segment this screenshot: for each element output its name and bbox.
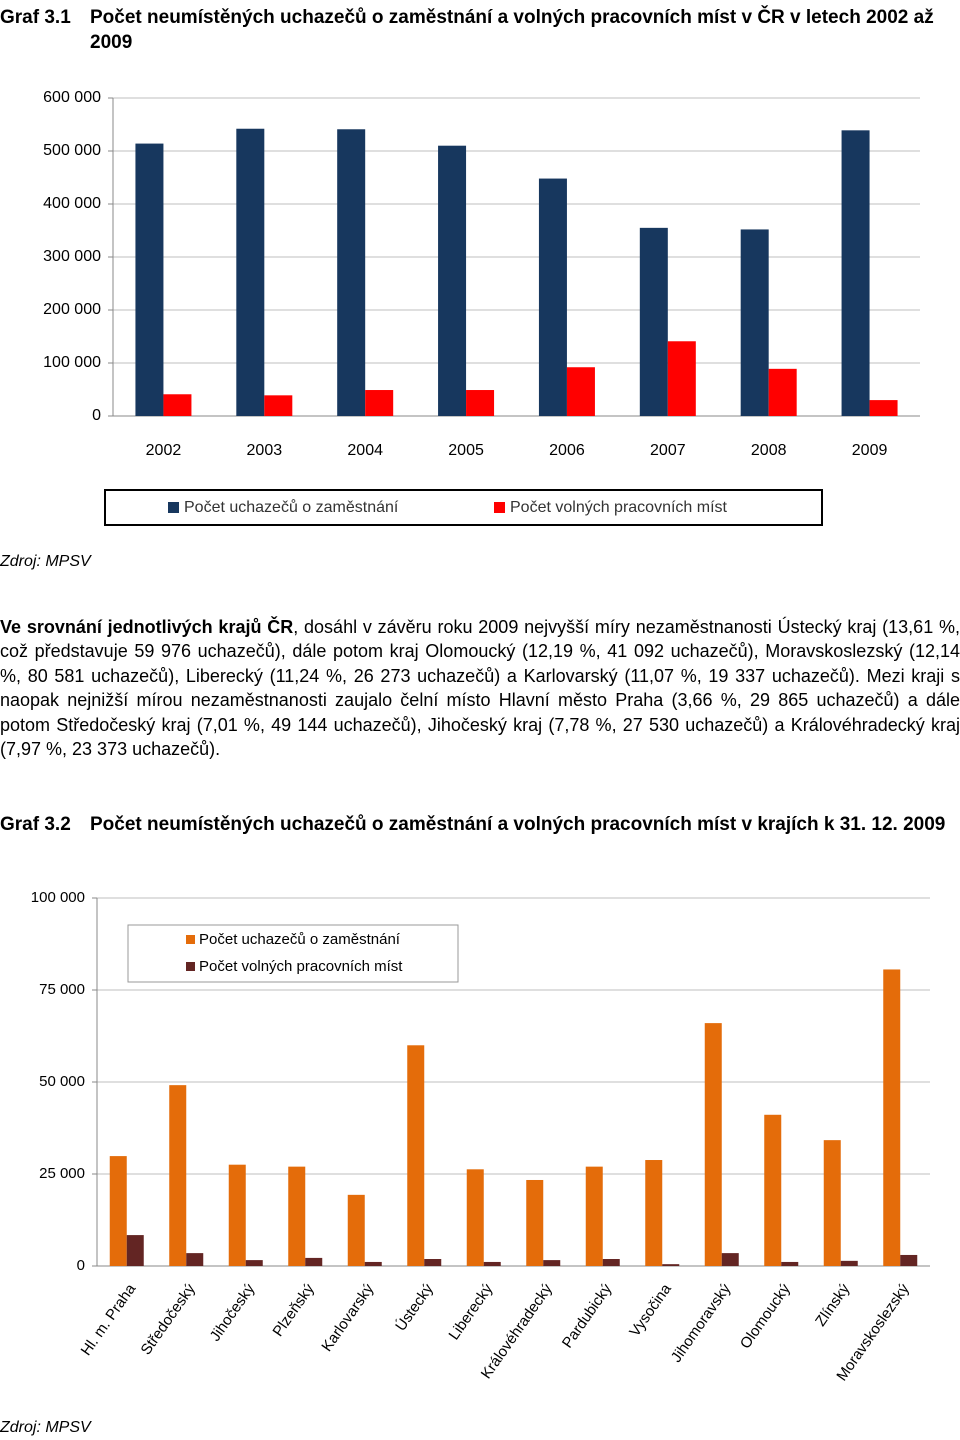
legend-swatch	[186, 935, 195, 944]
y-tick-label: 400 000	[43, 195, 101, 212]
bar	[365, 390, 394, 416]
x-tick-label: 2009	[852, 442, 888, 459]
x-tick-label: 2002	[146, 442, 182, 459]
bar	[585, 1166, 603, 1266]
bar	[109, 1156, 127, 1266]
bar	[543, 1260, 561, 1266]
bar	[900, 1254, 918, 1266]
bar	[228, 1164, 246, 1266]
y-tick-label: 75 000	[39, 981, 85, 998]
bar	[645, 1160, 663, 1266]
bar	[126, 1235, 144, 1266]
x-tick-label: 2006	[549, 442, 585, 459]
chart-heading: Graf 3.1 Počet neumístěných uchazečů o za…	[0, 5, 950, 55]
bar	[466, 1169, 484, 1266]
bar	[781, 1261, 799, 1266]
bar	[841, 130, 870, 416]
x-tick-label: 2004	[347, 442, 383, 459]
x-tick-label: Liberecký	[446, 1280, 497, 1343]
legend-swatch	[168, 502, 179, 513]
legend-swatch	[186, 962, 195, 971]
bar	[662, 1264, 680, 1266]
bar	[840, 1260, 858, 1266]
x-tick-label: 2003	[247, 442, 283, 459]
bar	[526, 1179, 544, 1266]
bar	[704, 1023, 722, 1266]
bar	[135, 143, 164, 416]
bar	[305, 1257, 323, 1266]
x-tick-label: Středočeský	[138, 1280, 200, 1358]
bar	[740, 229, 769, 416]
x-tick-label: Ústecký	[392, 1280, 437, 1334]
x-tick-label: Jihočeský	[207, 1280, 259, 1344]
x-tick-label: Plzeňský	[269, 1280, 318, 1339]
bar	[163, 394, 192, 416]
x-tick-label: Hl. m. Praha	[78, 1280, 140, 1359]
bar	[768, 368, 797, 416]
x-tick-label: Olomoucký	[737, 1280, 794, 1352]
source: Zdroj: MPSV	[0, 553, 91, 570]
bar	[483, 1261, 501, 1266]
bar	[823, 1140, 841, 1266]
bar	[466, 390, 495, 416]
bar	[424, 1259, 442, 1266]
legend-label: Počet volných pracovních míst	[510, 499, 728, 516]
bar	[721, 1253, 739, 1266]
y-tick-label: 300 000	[43, 248, 101, 265]
bar	[602, 1259, 620, 1266]
y-tick-label: 200 000	[43, 301, 101, 318]
x-tick-label: Karlovarský	[318, 1280, 377, 1354]
x-tick-label: Zlínský	[812, 1280, 853, 1329]
x-tick-label: Pardubický	[559, 1280, 616, 1351]
chart-heading: Graf 3.2 Počet neumístěných uchazečů o za…	[0, 812, 950, 837]
bar	[364, 1261, 382, 1266]
paragraph-text: , dosáhl v závěru roku 2009 nejvyšší mír…	[0, 617, 960, 760]
y-tick-label: 0	[77, 1257, 85, 1274]
legend-box	[104, 489, 823, 526]
bar	[337, 129, 366, 416]
y-tick-label: 100 000	[43, 354, 101, 371]
y-tick-label: 0	[92, 407, 101, 424]
y-tick-label: 500 000	[43, 142, 101, 159]
bar	[407, 1045, 425, 1266]
chart-label: Graf 3.2	[0, 814, 71, 835]
bar	[264, 395, 293, 416]
bar	[869, 400, 898, 416]
legend-label: Počet uchazečů o zaměstnání	[199, 931, 401, 948]
bar	[639, 227, 668, 416]
chart-title: Počet neumístěných uchazečů o zaměstnání…	[90, 814, 946, 835]
bar	[288, 1166, 306, 1266]
bar	[245, 1260, 263, 1266]
bar	[764, 1114, 782, 1266]
bar	[566, 367, 595, 416]
y-tick-label: 600 000	[43, 89, 101, 106]
legend-swatch	[494, 502, 505, 513]
x-tick-label: 2007	[650, 442, 686, 459]
source: Zdroj: MPSV	[0, 1419, 91, 1436]
bar	[169, 1085, 187, 1266]
x-tick-label: 2005	[448, 442, 484, 459]
chart-title: Počet neumístěných uchazečů o zaměstnání…	[90, 7, 934, 53]
bar	[347, 1194, 365, 1266]
legend-label: Počet volných pracovních míst	[199, 958, 403, 975]
bar	[667, 341, 696, 416]
x-tick-label: 2008	[751, 442, 787, 459]
x-tick-label: Jihomoravský	[668, 1280, 735, 1365]
y-tick-label: 25 000	[39, 1165, 85, 1182]
bar	[236, 128, 265, 417]
x-tick-label: Vysočina	[626, 1280, 675, 1340]
chart-label: Graf 3.1	[0, 7, 71, 28]
paragraph: Ve srovnání jednotlivých krajů ČR, dosáh…	[0, 615, 960, 761]
bar	[438, 145, 467, 416]
paragraph-lead: Ve srovnání jednotlivých krajů ČR	[0, 617, 294, 637]
bar	[883, 969, 901, 1266]
bar	[538, 178, 567, 416]
bar	[186, 1253, 204, 1266]
y-tick-label: 50 000	[39, 1073, 85, 1090]
legend-box	[127, 924, 459, 983]
legend-label: Počet uchazečů o zaměstnání	[184, 498, 399, 516]
y-tick-label: 100 000	[31, 889, 85, 906]
